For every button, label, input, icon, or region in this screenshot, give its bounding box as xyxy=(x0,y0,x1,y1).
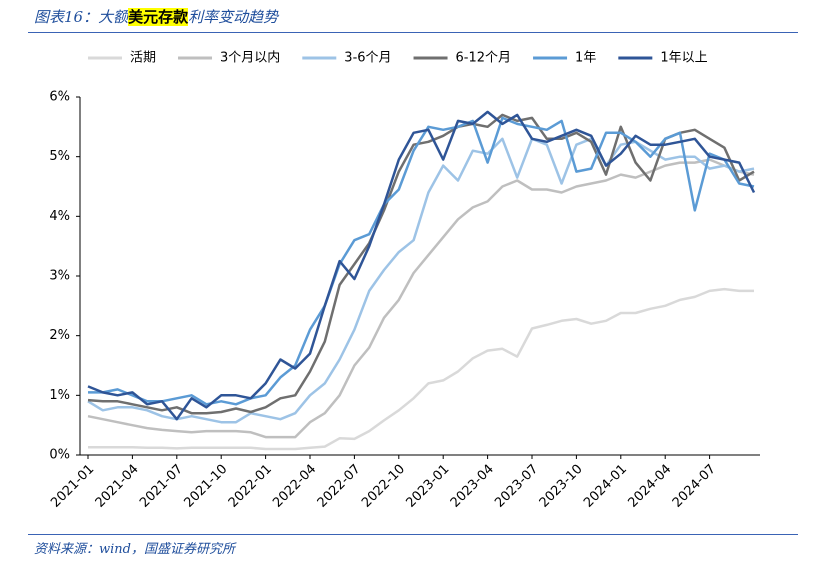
legend-label: 6-12个月 xyxy=(456,51,512,66)
x-tick-label: 2024-04 xyxy=(625,462,674,511)
legend-label: 3个月以内 xyxy=(220,50,280,66)
series-line xyxy=(87,113,755,415)
x-tick-label: 2021-04 xyxy=(93,462,142,511)
x-tick-label: 2022-01 xyxy=(226,462,275,511)
title-part: 利率变动趋势 xyxy=(188,8,279,26)
x-tick-label: 2024-07 xyxy=(670,462,719,511)
y-tick-label: 5% xyxy=(49,149,70,164)
legend-label: 1年以上 xyxy=(660,51,707,66)
y-tick-label: 2% xyxy=(49,328,70,343)
chart-title: 图表16：大额美元存款利率变动趋势 xyxy=(34,6,278,27)
series-line xyxy=(87,110,756,421)
series-line xyxy=(87,137,755,424)
title-highlight: 美元存款 xyxy=(128,8,189,26)
x-tick-label: 2024-01 xyxy=(581,462,630,511)
title-part: 图表16：大额 xyxy=(34,8,129,26)
y-tick-label: 1% xyxy=(49,388,70,403)
legend-label: 1年 xyxy=(575,51,596,66)
x-tick-label: 2022-10 xyxy=(359,462,408,511)
y-tick-label: 3% xyxy=(49,269,70,284)
x-tick-label: 2022-07 xyxy=(315,462,364,511)
x-tick-label: 2021-10 xyxy=(181,462,230,511)
chart: 0% 1% 2% 3% 4% 5% 6% 2021-012021-042021-072021-… xyxy=(48,50,760,511)
x-tick-label: 2022-04 xyxy=(270,462,319,511)
y-tick-label: 4% xyxy=(49,209,70,224)
x-tick-label: 2021-07 xyxy=(137,462,186,511)
x-tick-label: 2021-01 xyxy=(48,462,97,511)
x-tick-label: 2023-07 xyxy=(492,462,541,511)
x-tick-label: 2023-04 xyxy=(448,462,497,511)
x-tick-label: 2023-01 xyxy=(403,462,452,511)
series-line xyxy=(87,158,755,439)
y-tick-label: 6% xyxy=(49,90,70,105)
source: 资料来源：wind，国盛证券研究所 xyxy=(34,542,235,557)
series-line xyxy=(88,287,754,451)
legend-label: 活期 xyxy=(130,51,156,66)
rule xyxy=(28,534,798,535)
y-tick-label: 0% xyxy=(49,448,70,463)
x-tick-label: 2023-10 xyxy=(537,462,586,511)
series-line xyxy=(88,116,755,406)
legend-label: 3-6个月 xyxy=(344,51,391,66)
rule xyxy=(28,32,798,33)
